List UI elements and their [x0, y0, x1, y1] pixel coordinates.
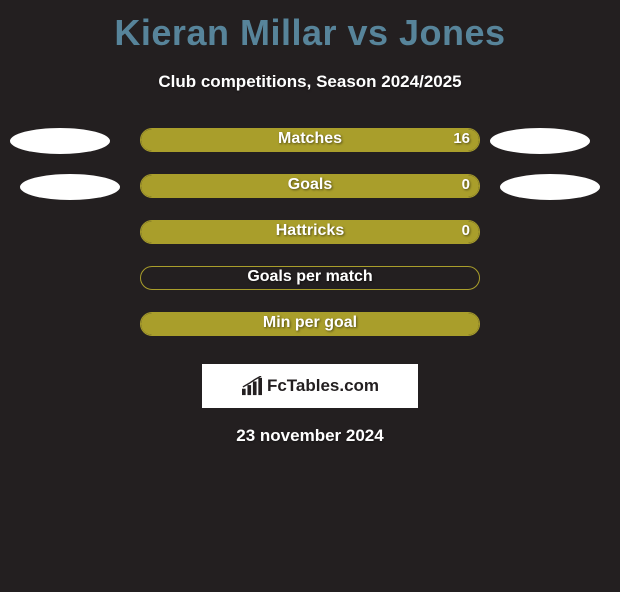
stat-bar [140, 174, 480, 198]
player-right-ellipse [490, 128, 590, 154]
bar-fill-right [141, 129, 479, 151]
stat-bar [140, 312, 480, 336]
stat-row: Min per goal [0, 312, 620, 340]
player-right-ellipse [500, 174, 600, 200]
stat-value-right: 16 [453, 130, 470, 147]
player-left-ellipse [20, 174, 120, 200]
stat-row: Goals per match [0, 266, 620, 294]
stat-bar [140, 128, 480, 152]
stats-container: Matches16 Goals0 Hattricks0 Goals per match… [0, 128, 620, 340]
stat-bar [140, 220, 480, 244]
subtitle: Club competitions, Season 2024/2025 [0, 72, 620, 92]
date-text: 23 november 2024 [0, 426, 620, 446]
stat-bar [140, 266, 480, 290]
page-title: Kieran Millar vs Jones [0, 12, 620, 54]
stat-value-right: 0 [462, 222, 470, 239]
stat-row: Matches16 [0, 128, 620, 156]
stat-row: Goals0 [0, 174, 620, 202]
player-left-ellipse [10, 128, 110, 154]
bar-fill-right [141, 313, 479, 335]
stat-value-right: 0 [462, 176, 470, 193]
bar-fill-right [141, 221, 479, 243]
logo-box[interactable]: FcTables.com [202, 364, 418, 408]
stat-row: Hattricks0 [0, 220, 620, 248]
bar-fill-right [141, 175, 479, 197]
logo-chart-icon [241, 376, 263, 396]
logo-text: FcTables.com [267, 376, 379, 396]
